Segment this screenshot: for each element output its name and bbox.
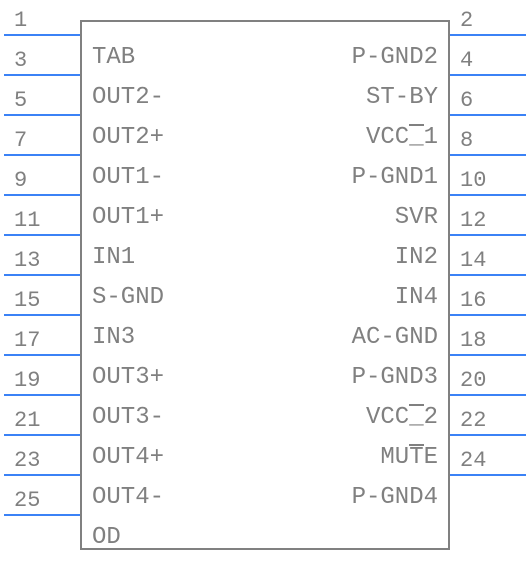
pin-lead-right (450, 274, 526, 276)
pin-lead-left (4, 154, 80, 156)
pin-label: P-GND3 (278, 364, 438, 391)
pin-label: OUT4- (92, 484, 164, 511)
pin-label: IN2 (278, 244, 438, 271)
pin-number: 12 (460, 208, 520, 233)
pin-label: IN1 (92, 244, 135, 271)
pin-number: 8 (460, 128, 520, 153)
pin-label: IN4 (278, 284, 438, 311)
pin-lead-left (4, 34, 80, 36)
pin-label: ST-BY (278, 84, 438, 111)
pin-number: 5 (14, 88, 74, 113)
pin-number: 25 (14, 488, 74, 513)
pin-label: VCC_2 (278, 404, 438, 431)
pin-lead-left (4, 114, 80, 116)
pin-number: 1 (14, 8, 74, 33)
pin-number: 9 (14, 168, 74, 193)
pin-lead-left (4, 434, 80, 436)
pin-number: 22 (460, 408, 520, 433)
pin-lead-left (4, 474, 80, 476)
pin-lead-right (450, 354, 526, 356)
pin-label: VCC_1 (278, 124, 438, 151)
pin-label: OUT2+ (92, 124, 164, 151)
pin-lead-right (450, 394, 526, 396)
pin-lead-right (450, 434, 526, 436)
pin-label: OUT3+ (92, 364, 164, 391)
pin-lead-left (4, 354, 80, 356)
pin-number: 6 (460, 88, 520, 113)
pin-lead-right (450, 154, 526, 156)
pin-lead-right (450, 114, 526, 116)
overline-bar (409, 124, 423, 126)
pin-lead-left (4, 234, 80, 236)
pin-label: OUT3- (92, 404, 164, 431)
pin-label: SVR (278, 204, 438, 231)
pin-lead-right (450, 194, 526, 196)
pin-number: 23 (14, 448, 74, 473)
pin-label: OUT1+ (92, 204, 164, 231)
pin-lead-left (4, 514, 80, 516)
pin-number: 14 (460, 248, 520, 273)
pin-lead-left (4, 314, 80, 316)
pin-number: 11 (14, 208, 74, 233)
overline-bar (409, 404, 423, 406)
pin-label: OUT2- (92, 84, 164, 111)
pin-number: 3 (14, 48, 74, 73)
pin-lead-right (450, 314, 526, 316)
pin-lead-right (450, 474, 526, 476)
pin-number: 4 (460, 48, 520, 73)
pin-label: OUT4+ (92, 444, 164, 471)
pin-lead-left (4, 74, 80, 76)
pin-lead-left (4, 394, 80, 396)
pin-number: 18 (460, 328, 520, 353)
pin-number: 20 (460, 368, 520, 393)
pin-lead-right (450, 234, 526, 236)
pin-lead-right (450, 34, 526, 36)
pin-label: S-GND (92, 284, 164, 311)
pin-number: 7 (14, 128, 74, 153)
pin-label: P-GND1 (278, 164, 438, 191)
pin-number: 2 (460, 8, 520, 33)
pin-number: 16 (460, 288, 520, 313)
pin-label: P-GND4 (278, 484, 438, 511)
pin-label: MUTE (278, 444, 438, 471)
pin-number: 21 (14, 408, 74, 433)
pin-label: TAB (92, 44, 135, 71)
pin-number: 13 (14, 248, 74, 273)
pin-lead-right (450, 74, 526, 76)
pin-label: P-GND2 (278, 44, 438, 71)
pin-number: 10 (460, 168, 520, 193)
overline-bar (409, 444, 423, 446)
pin-number: 15 (14, 288, 74, 313)
pin-lead-left (4, 194, 80, 196)
pin-number: 19 (14, 368, 74, 393)
pin-label: OD (92, 524, 121, 551)
pin-label: IN3 (92, 324, 135, 351)
pin-number: 24 (460, 448, 520, 473)
pin-number: 17 (14, 328, 74, 353)
pin-label: OUT1- (92, 164, 164, 191)
pin-label: AC-GND (278, 324, 438, 351)
pin-lead-left (4, 274, 80, 276)
